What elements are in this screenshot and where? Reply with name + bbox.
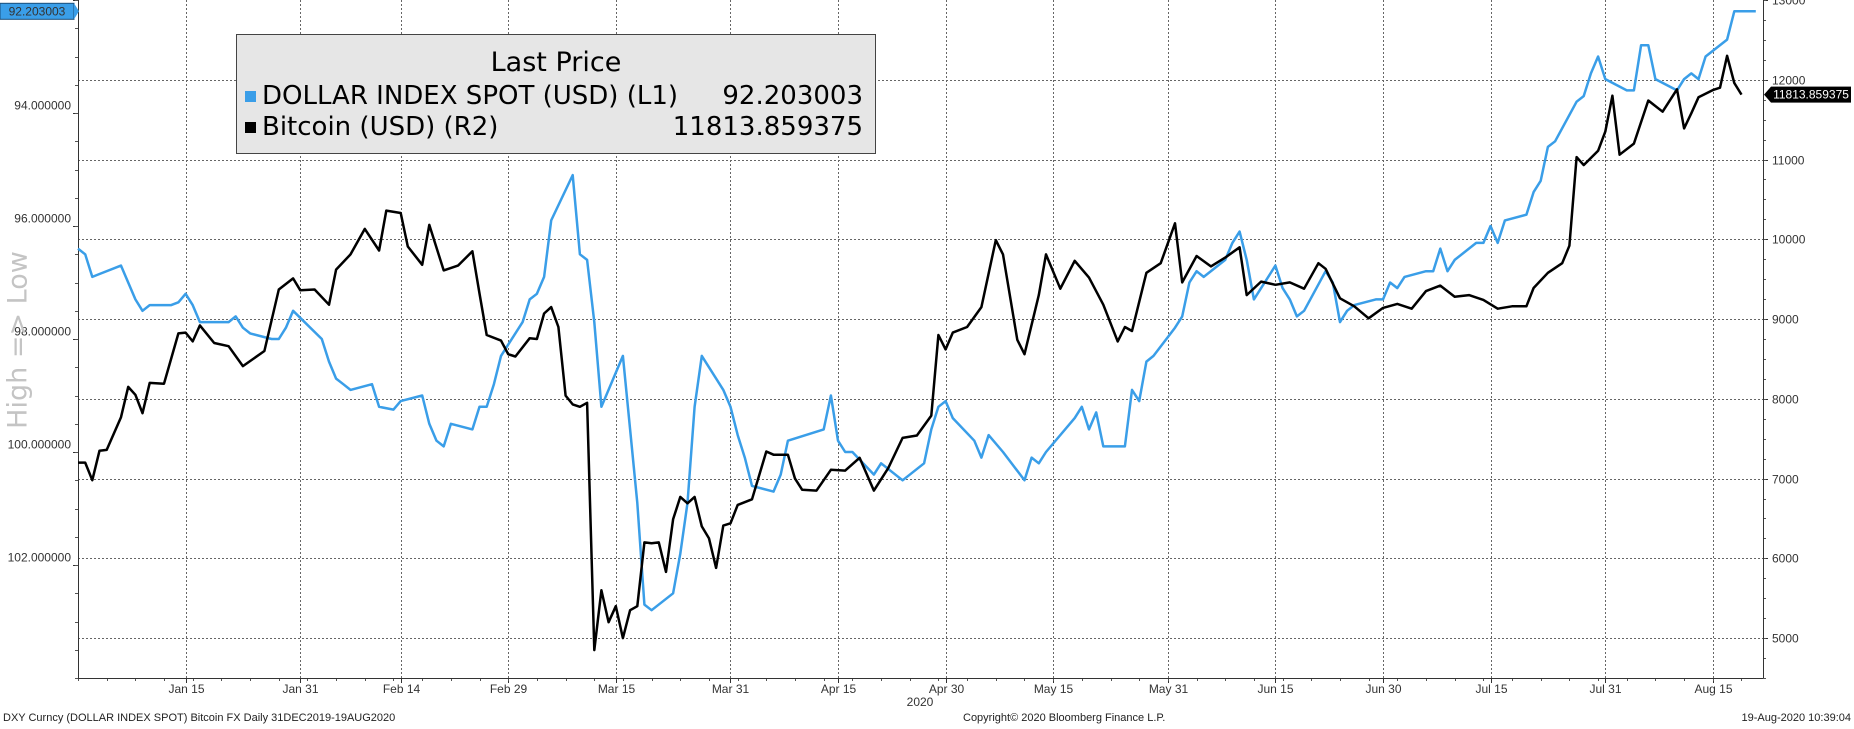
legend-title: Last Price	[490, 47, 622, 78]
dollar-index-last-value-label: 92.203003	[9, 4, 66, 18]
x-tick-label: Feb 29	[490, 682, 528, 696]
last-value-markers: 92.203003 11813.859375	[0, 2, 1851, 103]
x-tick-label: Feb 14	[383, 682, 421, 696]
footer-source: DXY Curncy (DOLLAR INDEX SPOT) Bitcoin F…	[3, 712, 396, 724]
left-tick-label: 96.000000	[14, 212, 71, 226]
legend-value-bitcoin: 11813.859375	[672, 112, 863, 142]
chart-series	[77, 10, 1756, 652]
bitcoin-last-value-label: 11813.859375	[1773, 88, 1849, 102]
x-tick-label: May 15	[1034, 682, 1074, 696]
left-tick-label: 100.000000	[8, 438, 72, 452]
chart-ticks: Jan 15 Jan 31 Feb 14 Feb 29 Mar 15 Mar 31 Apr …	[8, 0, 1806, 709]
bitcoin-last-value-box	[1771, 86, 1851, 103]
left-tick-label: 102.000000	[8, 551, 72, 565]
x-tick-label: Jul 15	[1475, 682, 1507, 696]
x-tick-label: Apr 30	[929, 682, 965, 696]
left-tick-label: 94.000000	[14, 99, 71, 113]
bitcoin-line	[78, 54, 1743, 652]
right-tick-label: 9000	[1772, 313, 1799, 327]
right-tick-label: 8000	[1772, 393, 1799, 407]
right-tick-label: 5000	[1772, 632, 1799, 646]
right-tick-label: 11000	[1772, 154, 1805, 168]
right-tick-label: 13000	[1772, 0, 1806, 8]
legend-value-dollar-index: 92.203003	[722, 81, 863, 111]
right-tick-label: 6000	[1772, 552, 1799, 566]
x-tick-label: Apr 15	[821, 682, 857, 696]
legend-row-dollar-index: DOLLAR INDEX SPOT (USD) (L1) 92.203003	[245, 81, 863, 111]
x-tick-label: Jun 30	[1365, 682, 1401, 696]
bitcoin-last-value-pointer	[1764, 86, 1771, 103]
x-tick-label: Mar 15	[598, 682, 636, 696]
x-tick-label: May 31	[1149, 682, 1189, 696]
x-year-label: 2020	[907, 695, 934, 709]
legend-label-bitcoin: Bitcoin (USD) (R2)	[262, 112, 499, 142]
right-tick-label: 10000	[1772, 233, 1806, 247]
x-tick-label: Jul 31	[1589, 682, 1621, 696]
x-tick-label: Jun 15	[1257, 682, 1293, 696]
legend-box: Last Price DOLLAR INDEX SPOT (USD) (L1) …	[236, 34, 876, 154]
dollar-index-last-value-pointer	[74, 3, 79, 20]
legend-swatch-dollar-index	[245, 91, 256, 102]
legend-label-dollar-index: DOLLAR INDEX SPOT (USD) (L1)	[262, 81, 679, 111]
left-axis-title: High => Low	[2, 251, 34, 429]
left-tick-label: 98.000000	[14, 325, 71, 339]
chart-axes	[73, 0, 1768, 683]
footer-copyright: Copyright© 2020 Bloomberg Finance L.P.	[963, 712, 1166, 724]
right-tick-label: 12000	[1772, 74, 1806, 88]
x-tick-label: Aug 15	[1694, 682, 1732, 696]
right-tick-label: 7000	[1772, 473, 1799, 487]
x-tick-label: Jan 31	[282, 682, 318, 696]
dollar-index-line	[77, 10, 1756, 612]
legend-swatch-bitcoin	[245, 122, 256, 133]
x-tick-label: Mar 31	[712, 682, 750, 696]
x-tick-label: Jan 15	[168, 682, 204, 696]
footer-timestamp: 19-Aug-2020 10:39:04	[1741, 712, 1851, 724]
legend-row-bitcoin: Bitcoin (USD) (R2) 11813.859375	[245, 112, 863, 142]
